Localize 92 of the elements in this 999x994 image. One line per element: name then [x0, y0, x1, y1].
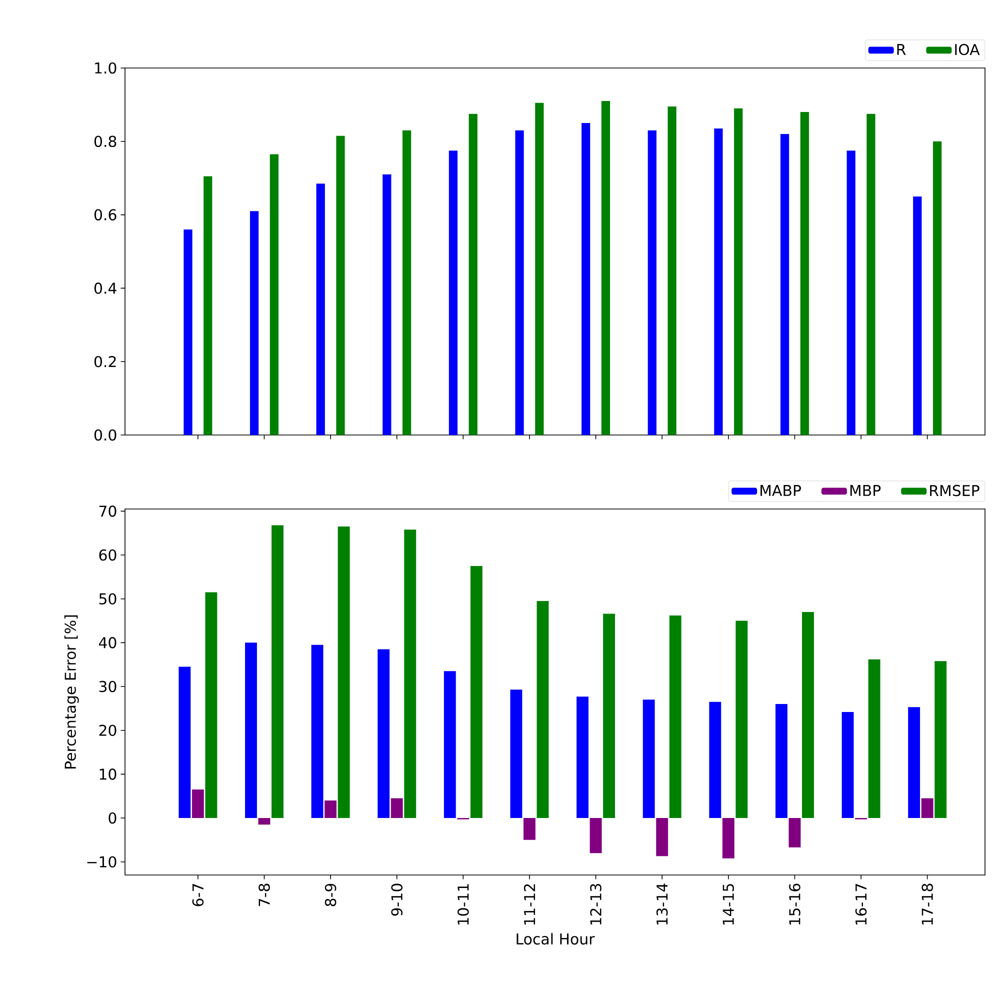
bar: [524, 818, 536, 840]
legend-label: RMSEP: [930, 484, 980, 496]
y-tick-label: 0.6: [94, 209, 116, 220]
bar: [668, 106, 676, 435]
bar: [316, 184, 325, 435]
x-tick-label: 14-15: [722, 884, 734, 925]
bar: [866, 114, 876, 435]
bar: [178, 666, 191, 818]
x-tick-label: 12-13: [590, 884, 602, 925]
bar: [908, 707, 920, 818]
legend-label: IOA: [955, 44, 980, 56]
y-tick-label: 0.0: [94, 429, 116, 441]
bar: [802, 612, 814, 818]
x-tick-label: 15-16: [789, 884, 800, 925]
y-tick-label: 20: [99, 724, 116, 736]
bar: [842, 712, 854, 818]
x-tick-label: 17-18: [922, 884, 933, 925]
x-tick-label: 9-10: [391, 884, 403, 916]
bar: [378, 649, 390, 818]
bar: [780, 134, 790, 435]
bar: [204, 176, 212, 435]
y-tick-label: 0.4: [94, 282, 116, 294]
bar: [272, 525, 284, 818]
bar: [722, 818, 734, 858]
bar: [324, 800, 337, 818]
y-tick-label: 10: [100, 768, 116, 780]
legend-label: MBP: [850, 485, 881, 496]
x-tick-label: 11-12: [524, 884, 536, 925]
y-tick-label: 70: [99, 506, 116, 517]
bar: [311, 644, 324, 818]
y-axis-title: Percentage Error [%]: [64, 615, 79, 768]
bar: [913, 196, 922, 435]
bar: [336, 136, 345, 435]
bar: [444, 671, 456, 818]
bar: [536, 601, 549, 818]
legend-label: MABP: [760, 485, 801, 496]
bar: [669, 616, 682, 818]
bar: [448, 150, 458, 435]
bar: [582, 123, 590, 435]
bar: [205, 592, 218, 818]
y-tick-label: 50: [99, 593, 116, 605]
bar: [775, 704, 788, 818]
bar: [390, 798, 403, 818]
bar: [734, 108, 743, 435]
x-axis-title: Local Hour: [516, 933, 595, 945]
bar: [270, 154, 279, 435]
legend-label: R: [897, 44, 906, 55]
y-tick-label: 30: [99, 680, 116, 692]
bar: [921, 798, 934, 818]
y-tick-label: 40: [98, 637, 116, 648]
bar: [846, 150, 856, 435]
bar: [788, 818, 801, 848]
bar: [590, 818, 602, 854]
bar: [404, 530, 416, 818]
x-tick-label: 8-9: [324, 884, 336, 906]
y-tick-label: 60: [99, 549, 116, 561]
bar: [515, 130, 524, 435]
y-tick-label: 0.2: [94, 356, 116, 368]
y-tick-label: 0.8: [94, 136, 116, 148]
bar: [535, 102, 544, 435]
y-tick-label: 0: [108, 812, 116, 824]
x-tick-label: 16-17: [855, 884, 867, 925]
y-tick-label: 1.0: [95, 62, 116, 74]
y-tick-label: −10: [87, 856, 116, 868]
bar: [245, 642, 257, 818]
bar: [642, 700, 655, 818]
x-tick-label: 13-14: [656, 884, 668, 925]
bar: [192, 790, 204, 818]
bar: [470, 566, 482, 818]
bar: [934, 661, 947, 818]
bar: [603, 614, 616, 818]
x-tick-label: 7-8: [258, 884, 270, 906]
bar: [250, 211, 259, 435]
bar: [656, 818, 668, 856]
bar: [382, 174, 392, 435]
bar: [338, 526, 350, 818]
bar: [714, 128, 723, 435]
bar: [184, 229, 192, 435]
x-tick-label: 10-11: [458, 884, 469, 925]
bar: [468, 114, 478, 435]
bar: [736, 620, 748, 818]
bar: [402, 130, 412, 435]
bar: [648, 130, 656, 435]
bar: [868, 659, 880, 818]
bar: [709, 702, 722, 818]
x-tick-label: 6-7: [192, 884, 204, 906]
bar: [576, 696, 588, 818]
bar: [258, 818, 270, 825]
bar: [601, 101, 610, 435]
bar: [932, 141, 942, 435]
bar: [800, 112, 809, 435]
bar: [510, 690, 522, 818]
